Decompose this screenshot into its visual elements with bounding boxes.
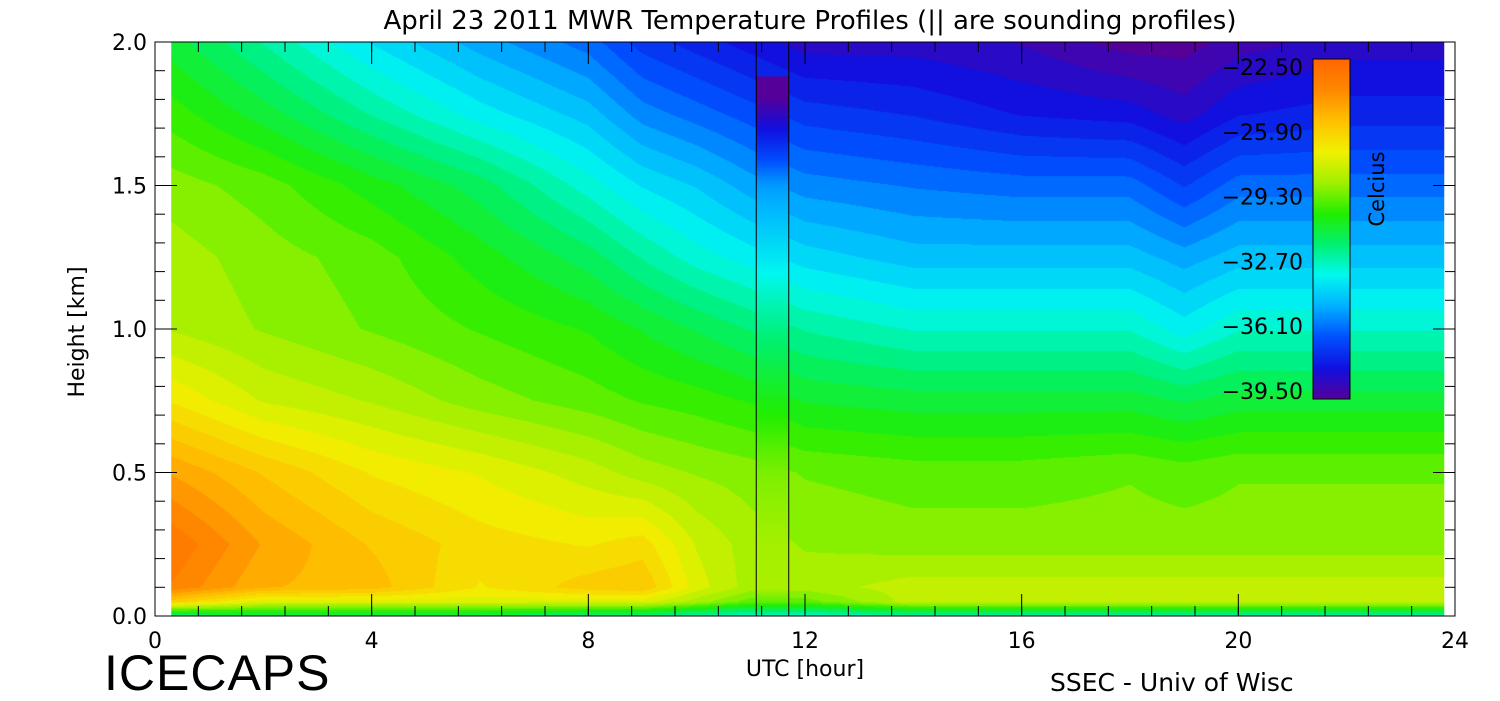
colorbar-tick-label: −36.10 — [1222, 315, 1303, 340]
icecaps-logo-text: ICECAPS — [104, 645, 331, 701]
sounding-profiles — [755, 42, 790, 617]
chart-title: April 23 2011 MWR Temperature Profiles (… — [384, 6, 1237, 36]
x-tick-label: 20 — [1224, 629, 1252, 654]
colorbar-tick-label: −39.50 — [1222, 380, 1303, 405]
y-tick-label: 1.0 — [112, 318, 147, 343]
plot-area — [171, 42, 1445, 616]
colorbar-label: Celcius — [1365, 151, 1389, 226]
x-tick-label: 24 — [1441, 629, 1469, 654]
credit-text: SSEC - Univ of Wisc — [1050, 668, 1294, 697]
colorbar-ticks: −22.50 −25.90 −29.30 −32.70 −36.10 −39.50 — [1222, 56, 1303, 405]
colorbar-tick-label: −22.50 — [1222, 56, 1303, 81]
y-axis: 0.0 0.5 1.0 1.5 2.0 — [112, 31, 1455, 630]
x-tick-label: 0 — [148, 629, 162, 654]
y-tick-label: 0.5 — [112, 462, 147, 487]
y-tick-label: 0.0 — [112, 605, 147, 630]
y-axis-label: Height [km] — [65, 266, 90, 397]
x-axis-label: UTC [hour] — [746, 657, 864, 682]
sounding-profile-strip — [756, 76, 790, 617]
colorbar-gradient — [1312, 58, 1351, 400]
y-tick-label: 1.5 — [112, 175, 147, 200]
colorbar-tick-label: −29.30 — [1222, 186, 1303, 211]
colorbar: −22.50 −25.90 −29.30 −32.70 −36.10 −39.50 Cel… — [1222, 56, 1389, 405]
x-tick-label: 4 — [365, 629, 379, 654]
x-tick-label: 16 — [1008, 629, 1036, 654]
x-axis: 0 4 8 12 16 20 24 — [148, 42, 1469, 654]
colorbar-tick-label: −25.90 — [1222, 121, 1303, 146]
y-tick-label: 2.0 — [112, 31, 147, 56]
temperature-heatmap — [171, 42, 1445, 616]
x-tick-label: 8 — [581, 629, 595, 654]
colorbar-tick-label: −32.70 — [1222, 250, 1303, 275]
x-tick-label: 12 — [791, 629, 819, 654]
